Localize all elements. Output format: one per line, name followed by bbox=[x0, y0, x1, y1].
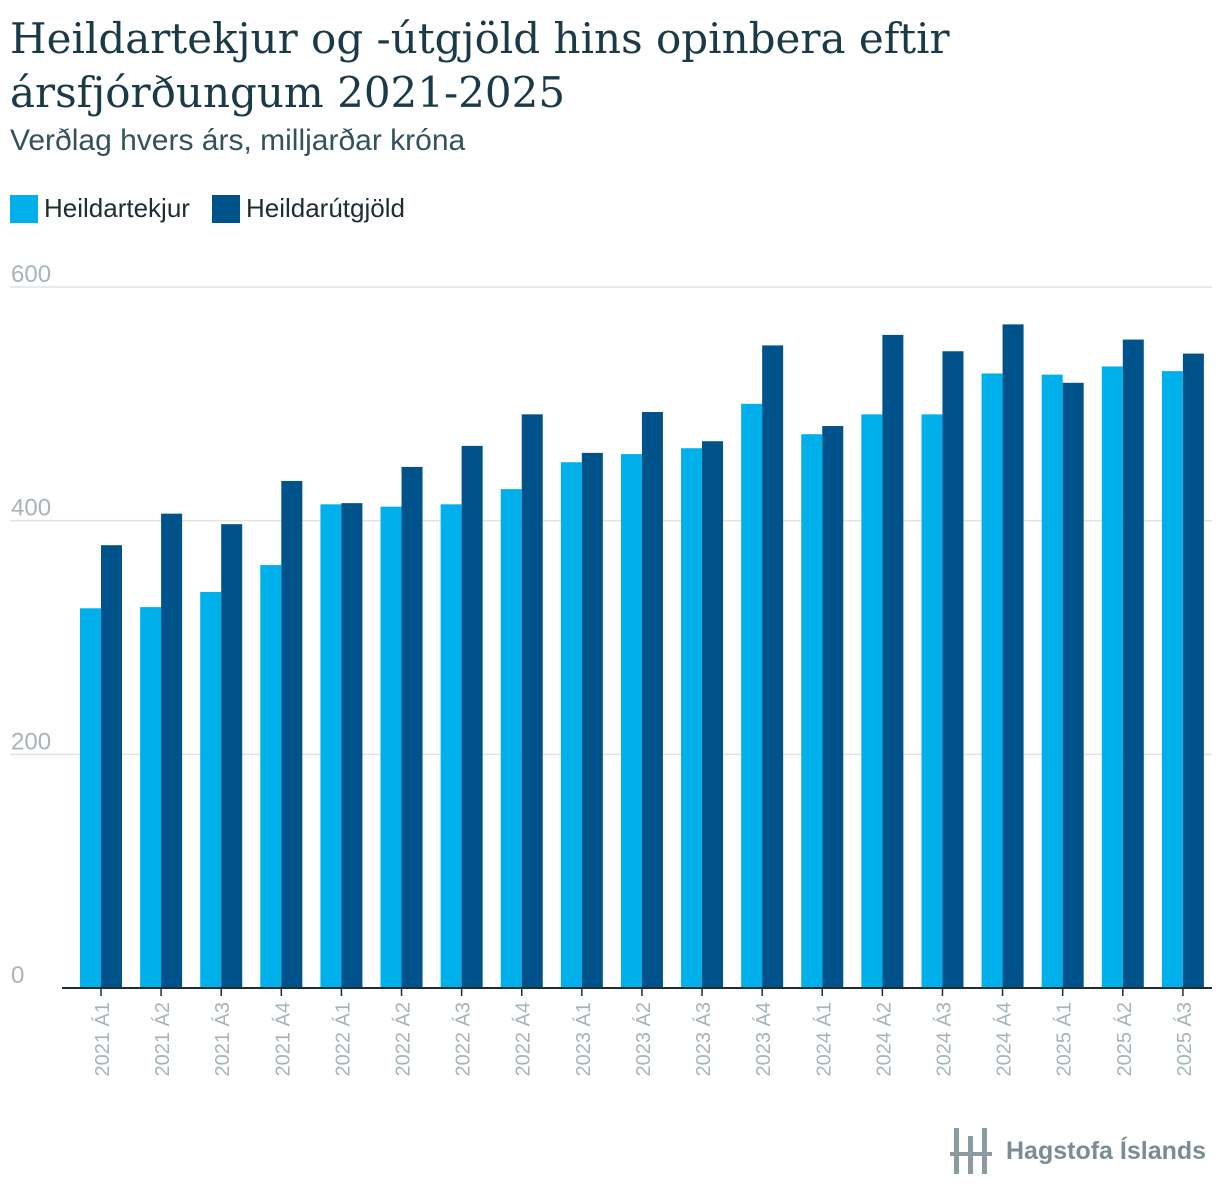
legend-swatch-revenue bbox=[10, 194, 38, 223]
chart-title: Heildartekjur og -útgjöld hins opinbera … bbox=[10, 14, 950, 117]
footer: Hagstofa Íslands bbox=[950, 1126, 1206, 1176]
x-tick-label: 2021 Á4 bbox=[271, 1002, 294, 1077]
bar-expenditure-2025-Á1[interactable] bbox=[1062, 382, 1084, 988]
bar-expenditure-2022-Á4[interactable] bbox=[521, 414, 543, 988]
bar-expenditure-2021-Á4[interactable] bbox=[281, 480, 303, 988]
hagstofa-logo-icon bbox=[950, 1128, 992, 1174]
bar-revenue-2025-Á3[interactable] bbox=[1161, 371, 1183, 988]
bar-revenue-2022-Á1[interactable] bbox=[320, 504, 342, 988]
bar-revenue-2021-Á3[interactable] bbox=[200, 591, 222, 988]
bar-revenue-2022-Á4[interactable] bbox=[500, 489, 522, 988]
bar-expenditure-2025-Á3[interactable] bbox=[1182, 353, 1204, 989]
legend-label-expenditure: Heildarútgjöld bbox=[245, 193, 405, 223]
bar-revenue-2024-Á1[interactable] bbox=[801, 434, 823, 989]
bar-expenditure-2021-Á1[interactable] bbox=[101, 545, 122, 988]
bar-revenue-2021-Á1[interactable] bbox=[80, 608, 101, 988]
legend-item-revenue[interactable]: Heildartekjur bbox=[10, 193, 190, 224]
bar-revenue-2024-Á4[interactable] bbox=[981, 373, 1003, 988]
bar-expenditure-2024-Á1[interactable] bbox=[822, 426, 844, 988]
bar-revenue-2021-Á2[interactable] bbox=[140, 607, 162, 988]
x-tick-label: 2024 Á2 bbox=[872, 1002, 895, 1077]
x-tick-label: 2022 Á1 bbox=[331, 1002, 354, 1077]
bar-revenue-2023-Á3[interactable] bbox=[681, 448, 703, 989]
x-tick-label: 2025 Á2 bbox=[1113, 1002, 1136, 1077]
legend-label-revenue: Heildartekjur bbox=[44, 193, 190, 223]
bar-expenditure-2024-Á4[interactable] bbox=[1002, 324, 1024, 988]
x-tick-label: 2023 Á4 bbox=[752, 1002, 775, 1077]
x-tick-label: 2021 Á2 bbox=[151, 1002, 174, 1077]
bar-chart: 0 200 400 600 2021 Á1 2021 Á2 2021 Á3 2021 Á4 20… bbox=[10, 261, 1212, 1077]
bar-expenditure-2022-Á3[interactable] bbox=[461, 445, 483, 989]
bar-expenditure-2025-Á2[interactable] bbox=[1122, 339, 1144, 988]
x-tick-label: 2021 Á3 bbox=[211, 1002, 234, 1077]
x-tick-label: 2023 Á2 bbox=[632, 1002, 655, 1077]
y-tick-label: 600 bbox=[11, 261, 51, 288]
x-tick-label: 2025 Á1 bbox=[1053, 1002, 1076, 1077]
bar-expenditure-2022-Á2[interactable] bbox=[401, 466, 423, 988]
bar-revenue-2021-Á4[interactable] bbox=[260, 565, 282, 988]
x-tick-label: 2021 Á1 bbox=[91, 1002, 114, 1077]
bar-revenue-2025-Á2[interactable] bbox=[1101, 366, 1123, 988]
x-tick-label: 2022 Á2 bbox=[392, 1002, 415, 1077]
axes: 0 200 400 600 2021 Á1 2021 Á2 2021 Á3 2021 Á4 20… bbox=[11, 261, 1212, 1077]
x-tick-label: 2024 Á4 bbox=[993, 1002, 1016, 1077]
legend-item-expenditure[interactable]: Heildarútgjöld bbox=[211, 193, 405, 224]
bar-expenditure-2023-Á1[interactable] bbox=[581, 452, 603, 988]
bar-expenditure-2023-Á3[interactable] bbox=[702, 441, 724, 989]
x-tick-label: 2023 Á1 bbox=[572, 1002, 595, 1077]
bar-revenue-2023-Á4[interactable] bbox=[741, 403, 763, 988]
bar-revenue-2023-Á1[interactable] bbox=[560, 462, 582, 988]
brand-name: Hagstofa Íslands bbox=[1006, 1136, 1207, 1165]
bar-expenditure-2021-Á3[interactable] bbox=[221, 524, 243, 988]
chart-subtitle: Verðlag hvers árs, milljarðar króna bbox=[10, 124, 466, 157]
bar-revenue-2025-Á1[interactable] bbox=[1041, 374, 1063, 988]
gridlines bbox=[10, 286, 1212, 756]
bar-revenue-2023-Á2[interactable] bbox=[620, 454, 642, 988]
x-tick-label: 2025 Á3 bbox=[1173, 1002, 1196, 1077]
bar-revenue-2022-Á3[interactable] bbox=[440, 504, 462, 988]
bar-expenditure-2023-Á4[interactable] bbox=[762, 345, 784, 989]
bar-expenditure-2024-Á2[interactable] bbox=[882, 334, 904, 988]
bars bbox=[80, 324, 1204, 989]
bar-expenditure-2023-Á2[interactable] bbox=[641, 412, 663, 988]
x-tick-label: 2022 Á4 bbox=[512, 1002, 535, 1077]
y-tick-label: 200 bbox=[11, 728, 51, 755]
y-tick-label: 0 bbox=[11, 962, 24, 989]
x-tick-label: 2024 Á1 bbox=[812, 1002, 835, 1077]
bar-expenditure-2024-Á3[interactable] bbox=[942, 351, 964, 989]
y-tick-label: 400 bbox=[11, 495, 51, 522]
legend-swatch-expenditure bbox=[211, 194, 240, 223]
legend: Heildartekjur Heildarútgjöld bbox=[10, 193, 427, 224]
x-tick-label: 2023 Á3 bbox=[692, 1002, 715, 1077]
bar-revenue-2024-Á3[interactable] bbox=[921, 414, 943, 988]
x-tick-label: 2024 Á3 bbox=[932, 1002, 955, 1077]
bar-expenditure-2021-Á2[interactable] bbox=[161, 513, 183, 988]
bar-revenue-2024-Á2[interactable] bbox=[861, 414, 883, 988]
x-tick-label: 2022 Á3 bbox=[452, 1002, 475, 1077]
bar-revenue-2022-Á2[interactable] bbox=[380, 506, 402, 988]
bar-expenditure-2022-Á1[interactable] bbox=[341, 503, 363, 988]
